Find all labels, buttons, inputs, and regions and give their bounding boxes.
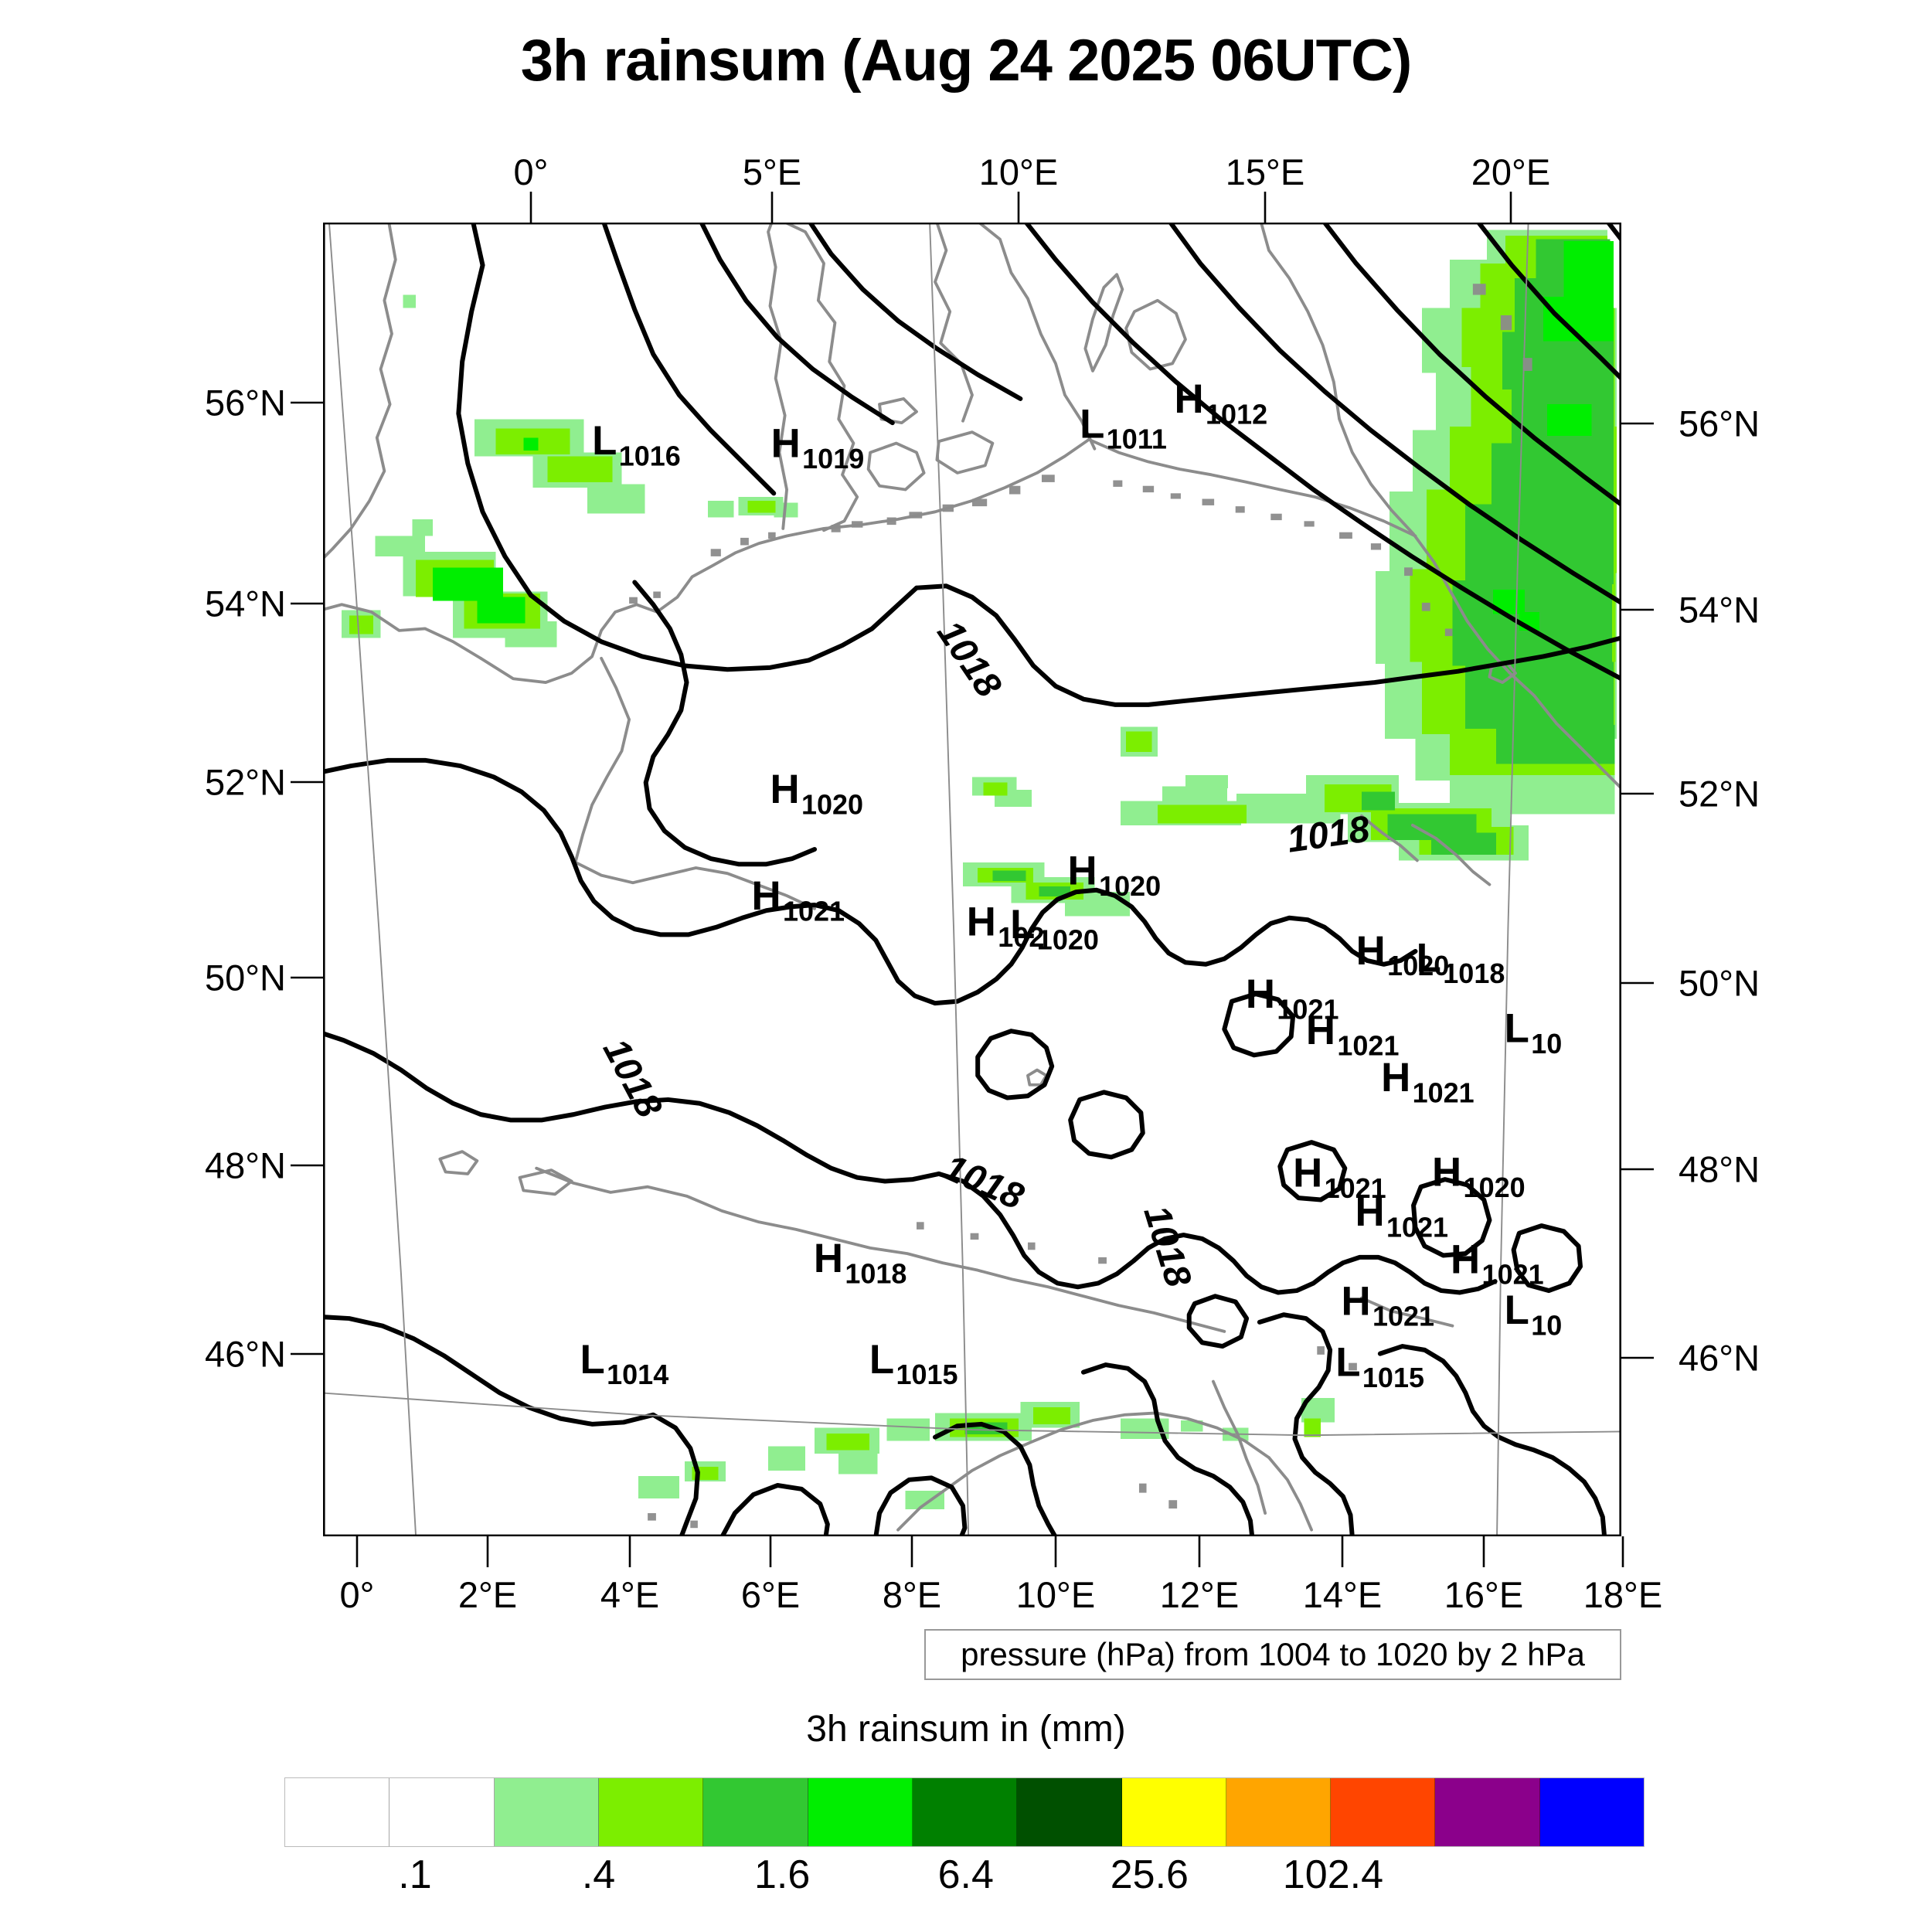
colorbar-tick: 102.4	[1282, 1852, 1384, 1897]
right-axis-tick-1: 54°N	[1679, 589, 1760, 631]
bottom-axis-tick-8: 16°E	[1444, 1574, 1524, 1615]
right-axis-tick-3: 50°N	[1679, 962, 1760, 1004]
isobar-contours	[323, 223, 1621, 1536]
colorbar-tick: 6.4	[937, 1852, 994, 1897]
svg-text:H102: H102	[967, 900, 1045, 953]
colorbar-cell[interactable]	[285, 1778, 390, 1846]
left-axis-tick-4: 48°N	[204, 1145, 286, 1186]
left-axis-tick-0: 56°N	[204, 382, 286, 423]
colorbar-cell[interactable]	[703, 1778, 808, 1846]
bottom-axis-tick-4: 8°E	[882, 1574, 942, 1615]
colorbar-cells[interactable]	[284, 1777, 1645, 1847]
left-axis-tick-3: 50°N	[204, 957, 286, 998]
pressure-center-l: L1015	[1335, 1339, 1424, 1393]
colorbar-tick: 25.6	[1110, 1852, 1189, 1897]
page-title: 3h rainsum (Aug 24 2025 06UTC)	[520, 28, 1413, 94]
colorbar-tick-labels: .1 .4 1.6 6.4 25.6 102.4	[284, 1852, 1645, 1906]
top-axis-tick-1: 5°E	[742, 151, 802, 192]
island-speckle	[629, 284, 1532, 1529]
right-axis-tick-5: 46°N	[1679, 1337, 1760, 1379]
colorbar[interactable]: .1 .4 1.6 6.4 25.6 102.4	[284, 1777, 1645, 1897]
bottom-axis-tick-9: 18°E	[1583, 1574, 1663, 1615]
top-axis-tick-0: 0°	[513, 151, 549, 192]
svg-text:H1020: H1020	[1068, 849, 1162, 902]
colorbar-tick: 1.6	[754, 1852, 811, 1897]
colorbar-cell[interactable]	[389, 1778, 495, 1846]
colorbar-cell[interactable]	[1121, 1778, 1226, 1846]
map-frame	[323, 223, 1621, 1536]
graticule	[323, 223, 1621, 1536]
pressure-center-h: H102	[967, 900, 1045, 953]
colorbar-cell[interactable]	[1435, 1778, 1540, 1846]
svg-text:H1021: H1021	[1293, 1151, 1386, 1204]
left-axis-tick-1: 54°N	[204, 583, 286, 624]
top-axis-tick-4: 20°E	[1471, 151, 1551, 192]
pressure-center-h: H1021	[1293, 1151, 1386, 1204]
colorbar-cell[interactable]	[912, 1778, 1018, 1846]
colorbar-cell[interactable]	[1331, 1778, 1436, 1846]
colorbar-cell[interactable]	[494, 1778, 599, 1846]
left-axis-tick-5: 46°N	[204, 1333, 286, 1375]
svg-text:H1021: H1021	[1451, 1236, 1544, 1290]
right-axis-tick-0: 56°N	[1679, 403, 1760, 444]
bottom-axis-tick-2: 4°E	[600, 1574, 660, 1615]
colorbar-tick: .4	[581, 1852, 616, 1897]
pressure-center-h: H1021	[1451, 1236, 1544, 1290]
pressure-legend-box: pressure (hPa) from 1004 to 1020 by 2 hP…	[924, 1629, 1621, 1680]
right-axis-tick-2: 52°N	[1679, 773, 1760, 815]
colorbar-tick: .1	[398, 1852, 432, 1897]
svg-text:L1015: L1015	[1335, 1339, 1424, 1393]
bottom-axis-tick-5: 10°E	[1015, 1574, 1096, 1615]
coastline-layer	[323, 223, 1621, 1532]
colorbar-cell[interactable]	[1226, 1778, 1332, 1846]
right-axis-tick-4: 48°N	[1679, 1148, 1760, 1190]
colorbar-caption: 3h rainsum in (mm)	[806, 1709, 1126, 1750]
colorbar-cell[interactable]	[598, 1778, 704, 1846]
top-axis-tick-3: 15°E	[1225, 151, 1305, 192]
top-axis-tick-2: 10°E	[978, 151, 1059, 192]
colorbar-cell[interactable]	[1017, 1778, 1122, 1846]
bottom-axis-tick-0: 0°	[339, 1574, 375, 1615]
colorbar-cell[interactable]	[808, 1778, 913, 1846]
colorbar-cell[interactable]	[1539, 1778, 1645, 1846]
bottom-axis-tick-3: 6°E	[740, 1574, 801, 1615]
bottom-axis-tick-6: 12°E	[1159, 1574, 1240, 1615]
precipitation-shading	[342, 230, 1617, 1510]
pressure-center-h: H1020	[1068, 849, 1162, 902]
left-axis-tick-2: 52°N	[204, 761, 286, 803]
pressure-legend-text: pressure (hPa) from 1004 to 1020 by 2 hP…	[961, 1636, 1585, 1672]
bottom-axis-tick-7: 14°E	[1302, 1574, 1383, 1615]
bottom-axis-tick-1: 2°E	[457, 1574, 518, 1615]
